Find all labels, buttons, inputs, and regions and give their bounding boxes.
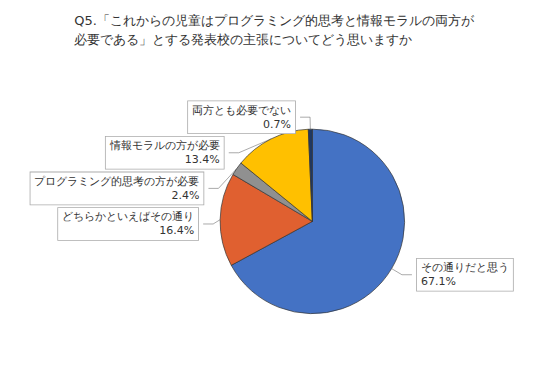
svg-text:0.7%: 0.7% (263, 118, 291, 131)
svg-text:どちらかといえばその通り: どちらかといえばその通り (62, 210, 194, 223)
svg-text:2.4%: 2.4% (172, 189, 200, 202)
svg-text:情報モラルの方が必要: 情報モラルの方が必要 (109, 139, 220, 152)
svg-text:Q5.「これからの児童はプログラミング的思考と情報モラルの両: Q5.「これからの児童はプログラミング的思考と情報モラルの両方が (74, 13, 475, 28)
svg-text:その通りだと思う: その通りだと思う (421, 261, 509, 274)
svg-text:13.4%: 13.4% (185, 153, 220, 166)
svg-text:16.4%: 16.4% (159, 224, 194, 237)
svg-text:両方とも必要でない: 両方とも必要でない (192, 104, 291, 117)
svg-text:プログラミング的思考の方が必要: プログラミング的思考の方が必要 (34, 175, 199, 188)
svg-text:67.1%: 67.1% (421, 275, 456, 288)
svg-text:必要である」とする発表校の主張についてどう思いますか: 必要である」とする発表校の主張についてどう思いますか (74, 32, 412, 47)
